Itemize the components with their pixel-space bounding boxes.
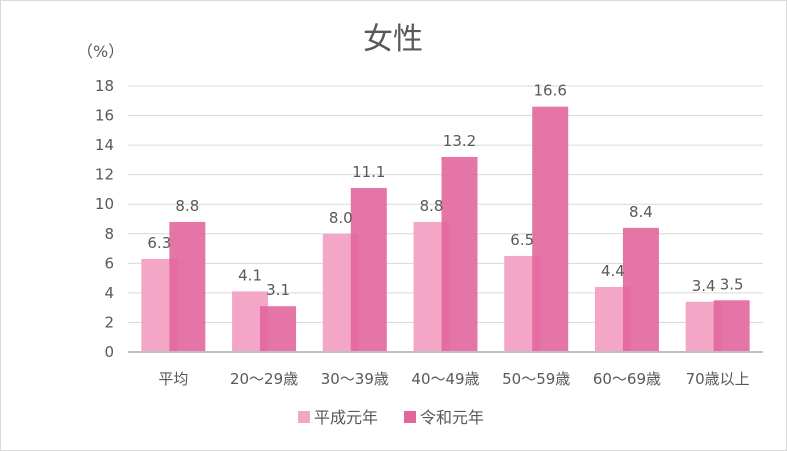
data-label: 3.5	[720, 275, 744, 293]
data-label: 13.2	[443, 132, 476, 150]
y-tick-label: 14	[95, 136, 114, 154]
bar-reiwa	[622, 227, 659, 352]
legend-label: 令和元年	[420, 408, 484, 427]
bars	[141, 106, 750, 352]
y-tick-label: 8	[104, 225, 114, 243]
data-label: 3.1	[266, 281, 290, 299]
x-category-label: 50～59歳	[502, 370, 570, 388]
x-category-label: 70歳以上	[686, 370, 750, 388]
legend-label: 平成元年	[314, 408, 378, 427]
x-category-label: 60～69歳	[593, 370, 661, 388]
y-tick-label: 2	[104, 313, 114, 331]
bar-reiwa	[713, 300, 750, 352]
bar-reiwa	[260, 306, 297, 352]
x-axis-categories: 平均 20～29歳 30～39歳 40～49歳 50～59歳 60～69歳 70歳以上	[158, 370, 749, 388]
data-label: 11.1	[352, 163, 385, 181]
y-tick-label: 12	[95, 166, 114, 184]
x-category-label: 平均	[158, 370, 188, 388]
bar-reiwa	[532, 106, 569, 352]
chart-title: 女性	[363, 22, 423, 57]
x-category-label: 40～49歳	[411, 370, 479, 388]
data-label: 8.0	[329, 209, 353, 227]
bar-reiwa	[350, 187, 387, 352]
data-label: 8.8	[175, 197, 199, 215]
y-tick-label: 10	[95, 195, 114, 213]
x-category-label: 20～29歳	[230, 370, 298, 388]
y-axis-ticks: 0 2 4 6 8 10 12 14 16 18	[95, 77, 114, 361]
value-labels: 6.3 8.8 4.13.1 8.0 11.1 8.8 13.2 6.5 16.6 4.4 8.4 3…	[147, 82, 743, 300]
data-label: 4.4	[601, 262, 625, 280]
data-label: 6.3	[147, 234, 171, 252]
data-label: 6.5	[510, 231, 534, 249]
data-label: 8.4	[629, 203, 653, 221]
y-tick-label: 0	[104, 343, 114, 361]
data-label: 16.6	[534, 82, 567, 100]
y-tick-label: 18	[95, 77, 114, 95]
legend-swatch	[298, 411, 310, 423]
x-category-label: 30～39歳	[321, 370, 389, 388]
bar-reiwa	[441, 156, 478, 352]
bar-reiwa	[169, 221, 206, 352]
legend-swatch	[404, 411, 416, 423]
y-tick-label: 6	[104, 254, 114, 272]
legend: 平成元年 令和元年	[298, 408, 484, 427]
y-tick-label: 16	[95, 107, 114, 125]
y-tick-label: 4	[104, 284, 114, 302]
data-label: 4.1	[238, 266, 262, 284]
y-axis-unit-label: （%）	[77, 42, 124, 61]
data-label: 8.8	[420, 197, 444, 215]
data-label: 3.4	[692, 277, 716, 295]
